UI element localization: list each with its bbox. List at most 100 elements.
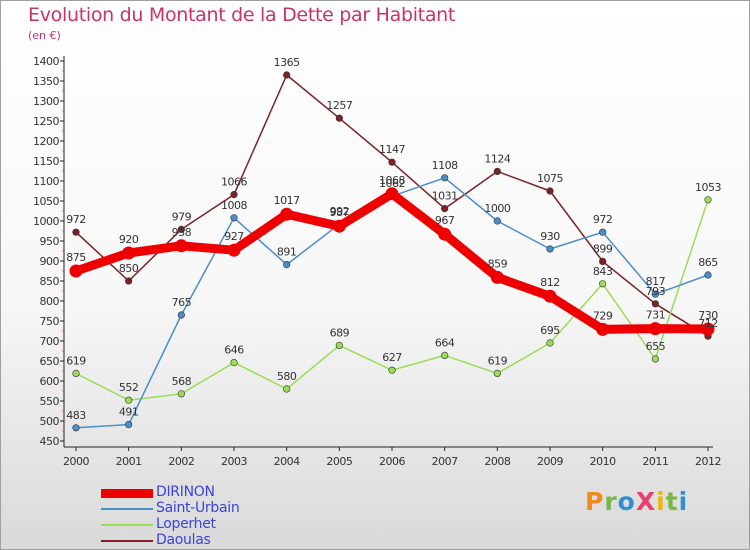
- data-label: 731: [646, 309, 666, 322]
- data-label: 483: [66, 409, 86, 422]
- data-label: 891: [277, 246, 297, 259]
- data-point: [388, 366, 396, 374]
- data-label: 972: [66, 213, 86, 226]
- data-label: 730: [698, 309, 718, 322]
- data-point: [546, 187, 554, 195]
- chart-subtitle: (en €): [28, 29, 61, 42]
- y-tick-label: 500: [40, 415, 60, 428]
- data-point: [230, 214, 238, 222]
- proxiti-logo: ProXiti: [585, 487, 688, 516]
- legend-swatch-daoulas: [101, 540, 153, 542]
- data-label: 712: [698, 317, 718, 330]
- data-label: 627: [382, 351, 402, 364]
- data-label: 1031: [432, 190, 458, 203]
- x-tick-label: 2003: [221, 455, 247, 468]
- data-label: 972: [593, 213, 613, 226]
- data-point: [704, 196, 712, 204]
- x-tick-label: 2011: [642, 455, 668, 468]
- y-tick-label: 1250: [33, 115, 59, 128]
- data-point: [230, 359, 238, 367]
- legend-label: Daoulas: [156, 532, 211, 548]
- data-point: [125, 277, 133, 285]
- data-label: 979: [172, 210, 192, 223]
- data-point: [493, 217, 501, 225]
- y-tick-label: 1100: [33, 175, 59, 188]
- data-point: [651, 300, 659, 308]
- data-label: 689: [330, 326, 350, 339]
- x-tick-label: 2004: [274, 455, 300, 468]
- y-tick-label: 1400: [33, 55, 59, 68]
- data-point: [332, 219, 346, 233]
- y-tick-label: 700: [40, 335, 60, 348]
- data-point: [651, 290, 659, 298]
- data-label: 695: [540, 324, 560, 337]
- data-label: 646: [224, 344, 244, 357]
- data-point: [546, 245, 554, 253]
- data-point: [493, 167, 501, 175]
- data-point: [543, 289, 557, 303]
- y-tick-label: 800: [40, 295, 60, 308]
- data-label: 765: [172, 296, 192, 309]
- legend-swatch-saint-urbain: [101, 508, 153, 510]
- x-tick-label: 2012: [695, 455, 721, 468]
- data-point: [493, 369, 501, 378]
- data-point: [385, 187, 399, 201]
- y-tick-label: 450: [40, 435, 60, 448]
- data-label: 1053: [695, 181, 721, 194]
- data-label: 920: [119, 233, 139, 246]
- x-tick-label: 2010: [590, 455, 616, 468]
- data-label: 580: [277, 370, 297, 383]
- y-tick-label: 750: [40, 315, 60, 328]
- data-point: [388, 158, 396, 166]
- data-point: [283, 71, 291, 79]
- data-label: 619: [488, 354, 508, 367]
- data-point: [701, 322, 715, 336]
- chart-title: Evolution du Montant de la Dette par Hab…: [28, 4, 456, 26]
- y-tick-label: 1000: [33, 215, 59, 228]
- logo-letter: o: [617, 487, 636, 516]
- logo-letter: r: [604, 487, 618, 516]
- data-point: [125, 421, 133, 429]
- legend-label: DIRINON: [156, 484, 215, 500]
- data-label: 491: [119, 406, 139, 419]
- legend-item-loperhet[interactable]: Loperhet: [101, 516, 361, 533]
- data-point: [177, 390, 185, 398]
- x-tick-label: 2002: [168, 455, 194, 468]
- x-tick-label: 2009: [537, 455, 563, 468]
- x-tick-label: 2001: [116, 455, 142, 468]
- data-label: 859: [488, 257, 508, 270]
- data-label: 967: [435, 214, 455, 227]
- x-tick-label: 2005: [326, 455, 352, 468]
- data-label: 927: [224, 230, 244, 243]
- series-dirinon: [69, 187, 715, 336]
- y-tick-label: 1200: [33, 135, 59, 148]
- data-point: [280, 207, 294, 221]
- data-label: 568: [172, 375, 192, 388]
- data-labels: 972 850 979 1066 1365 1257 1147 1031 1124 1075 899…: [66, 56, 722, 422]
- data-point: [441, 351, 449, 360]
- legend-swatch-dirinon: [101, 489, 153, 498]
- data-label: 793: [646, 285, 666, 298]
- data-point: [648, 322, 662, 336]
- data-point: [177, 311, 185, 319]
- y-tick-label: 1300: [33, 95, 59, 108]
- y-tick-label: 1050: [33, 195, 59, 208]
- legend-item-saint-urbain[interactable]: Saint-Urbain: [101, 500, 361, 517]
- data-label: 1075: [537, 172, 563, 185]
- data-point: [651, 355, 659, 363]
- x-tick-label: 2006: [379, 455, 405, 468]
- data-label: 1124: [484, 152, 510, 165]
- x-tick-label: 2008: [484, 455, 510, 468]
- logo-letter: t: [665, 487, 679, 516]
- logo-letter: i: [656, 487, 666, 516]
- data-label: 812: [540, 276, 560, 289]
- legend-item-dirinon[interactable]: DIRINON: [101, 484, 361, 501]
- y-tick-label: 850: [40, 275, 60, 288]
- data-point: [72, 228, 80, 236]
- data-label: 865: [698, 256, 718, 269]
- legend-item-daoulas[interactable]: Daoulas: [101, 532, 361, 549]
- data-point: [546, 339, 554, 347]
- y-tick-label: 600: [40, 375, 60, 388]
- data-point: [441, 174, 449, 182]
